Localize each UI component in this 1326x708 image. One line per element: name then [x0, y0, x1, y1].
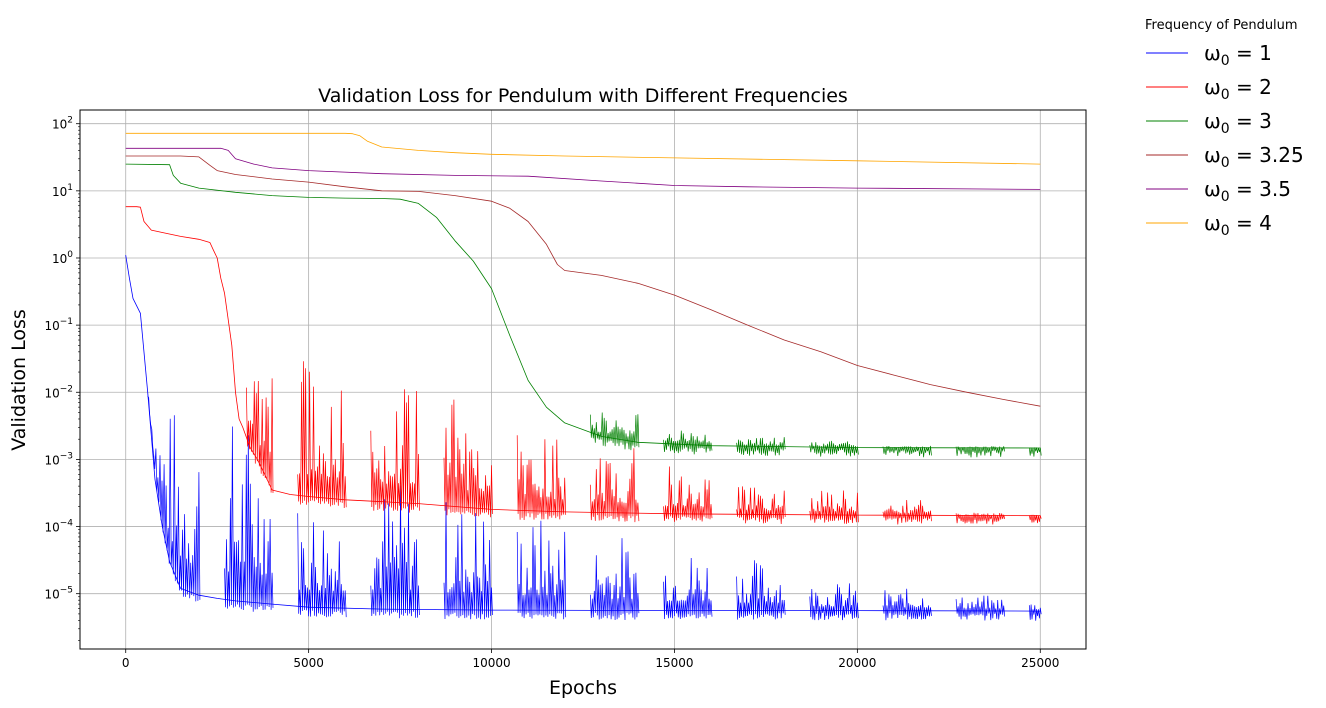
y-tick-label: 10−5 — [44, 586, 73, 602]
y-tick-label: 102 — [52, 116, 73, 132]
y-tick-label: 10−4 — [44, 519, 73, 535]
legend-label: ω0 = 4 — [1204, 211, 1272, 239]
series-spike-burst — [882, 588, 932, 621]
series-spike-burst — [882, 445, 932, 458]
series-line — [125, 155, 1041, 407]
series-spike-burst — [297, 513, 347, 618]
series-spike-burst — [809, 490, 859, 524]
legend-item: ω0 = 4 — [1146, 211, 1272, 239]
series-spike-burst — [1028, 604, 1042, 621]
y-axis-label: Validation Loss — [8, 309, 30, 451]
series-spike-burst — [370, 485, 420, 619]
x-axis-label: Epochs — [549, 677, 617, 699]
series-group — [125, 163, 1042, 458]
series-spike-burst — [589, 538, 640, 621]
y-tick-label: 100 — [52, 250, 73, 266]
series-spike-burst — [663, 557, 713, 620]
series-group — [125, 147, 1041, 190]
legend: ω0 = 1 ω0 = 2 ω0 = 3 ω0 = 3.25 ω0 = 3.5 ω0 = … — [1146, 41, 1304, 239]
series-layer — [125, 132, 1042, 621]
legend-item: ω0 = 2 — [1146, 75, 1272, 103]
series-spike-burst — [147, 395, 201, 602]
series-group — [125, 255, 1042, 621]
series-spike-burst — [516, 520, 567, 620]
x-tick-label: 5000 — [293, 656, 324, 670]
series-group — [125, 155, 1041, 407]
series-line — [125, 132, 1041, 165]
series-spike-burst — [736, 560, 786, 620]
x-tick-label: 15000 — [655, 656, 693, 670]
series-line — [125, 163, 1041, 449]
series-spike-burst — [589, 448, 640, 523]
series-spike-burst — [809, 583, 859, 621]
x-tick-label: 25000 — [1021, 656, 1059, 670]
legend-label: ω0 = 3 — [1204, 109, 1272, 137]
y-tick-label: 10−1 — [44, 317, 73, 333]
series-spike-burst — [443, 502, 493, 620]
series-spike-burst — [955, 446, 1006, 458]
legend-label: ω0 = 2 — [1204, 75, 1272, 103]
legend-label: ω0 = 1 — [1204, 41, 1272, 69]
legend-item: ω0 = 1 — [1146, 41, 1272, 69]
legend-title: Frequency of Pendulum — [1145, 18, 1298, 33]
x-tick-label: 0 — [122, 656, 130, 670]
legend-label: ω0 = 3.5 — [1204, 177, 1291, 205]
x-axis-ticks: 0 5000 10000 15000 20000 25000 — [122, 649, 1059, 670]
x-tick-label: 20000 — [838, 656, 876, 670]
series-spike-burst — [663, 430, 713, 455]
series-spike-burst — [1028, 514, 1042, 524]
series-group — [125, 132, 1041, 165]
plot-frame — [79, 109, 1087, 650]
y-tick-label: 101 — [52, 183, 73, 199]
chart-title: Validation Loss for Pendulum with Differ… — [318, 85, 848, 107]
series-spike-burst — [297, 361, 347, 509]
legend-item: ω0 = 3 — [1146, 109, 1272, 137]
y-tick-label: 10−2 — [44, 384, 73, 400]
series-line — [125, 147, 1041, 190]
series-spike-burst — [736, 437, 786, 456]
series-spike-burst — [955, 595, 1006, 621]
x-tick-label: 10000 — [472, 656, 510, 670]
series-spike-burst — [809, 440, 859, 457]
y-axis-ticks: 10−5 10−4 10−3 10−2 10−1 100 101 102 — [44, 116, 80, 641]
series-spike-burst — [443, 399, 493, 518]
series-spike-burst — [224, 426, 274, 612]
series-spike-burst — [516, 435, 567, 521]
series-group — [125, 206, 1042, 525]
series-spike-burst — [882, 499, 932, 525]
series-spike-burst — [370, 389, 420, 513]
legend-item: ω0 = 3.25 — [1146, 143, 1304, 171]
series-spike-burst — [589, 412, 640, 451]
series-spike-burst — [1028, 447, 1042, 457]
series-spike-burst — [246, 378, 274, 494]
series-spike-burst — [955, 512, 1006, 525]
legend-item: ω0 = 3.5 — [1146, 177, 1291, 205]
y-tick-label: 10−3 — [44, 451, 73, 467]
series-spike-burst — [663, 466, 713, 522]
series-line — [125, 206, 1041, 517]
legend-label: ω0 = 3.25 — [1204, 143, 1304, 171]
series-line — [125, 255, 1041, 612]
series-spike-burst — [736, 486, 786, 525]
